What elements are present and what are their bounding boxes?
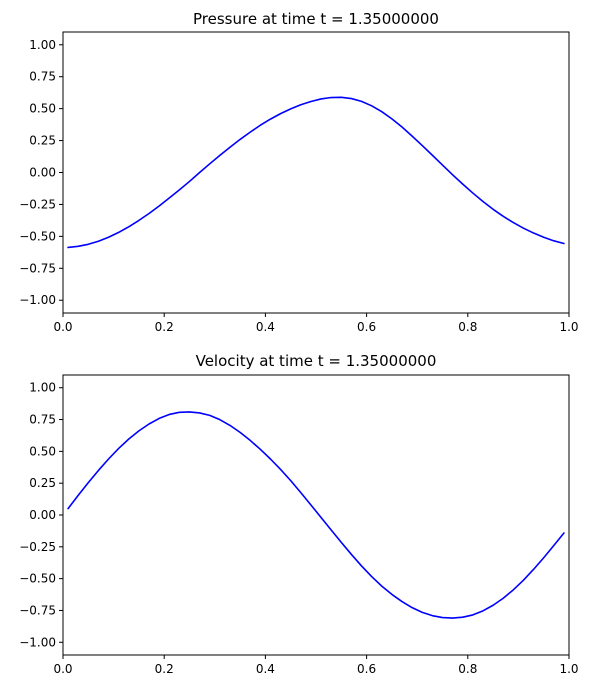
- velocity-y-tick-label: 0.50: [29, 444, 56, 458]
- pressure-x-tick-label: 0.0: [53, 320, 72, 334]
- velocity-y-tick-label: −0.75: [19, 603, 56, 617]
- pressure-y-tick-label: 0.50: [29, 102, 56, 116]
- pressure-x-tick-label: 0.4: [256, 320, 275, 334]
- velocity-y-tick-label: 0.25: [29, 476, 56, 490]
- pressure-chart-panel: Pressure at time t = 1.35000000 0.0 0.2 0.…: [19, 10, 578, 334]
- velocity-x-tick-label: 0.0: [53, 662, 72, 676]
- pressure-y-tick-label: −0.25: [19, 197, 56, 211]
- pressure-x-tick-label: 1.0: [559, 320, 578, 334]
- pressure-chart-axes-ticks: 0.0 0.2 0.4 0.6 0.8 1.0 −1.00 −0.75 −0.50 −0.25 0.…: [19, 38, 578, 334]
- pressure-chart-frame: [62, 31, 570, 314]
- velocity-chart-axes-ticks: 0.0 0.2 0.4 0.6 0.8 1.0 −1.00 −0.75 −0.50 −0.25 0.…: [19, 381, 578, 676]
- pressure-y-tick-label: −0.75: [19, 261, 56, 275]
- velocity-x-tick-label: 0.2: [155, 662, 174, 676]
- pressure-x-tick-label: 0.2: [155, 320, 174, 334]
- velocity-chart-panel: Velocity at time t = 1.35000000 0.0 0.2 0.…: [19, 352, 578, 676]
- velocity-y-tick-label: 1.00: [29, 381, 56, 395]
- velocity-y-tick-label: 0.75: [29, 413, 56, 427]
- velocity-y-tick-label: −0.50: [19, 572, 56, 586]
- velocity-chart-frame: [62, 374, 570, 656]
- velocity-x-tick-label: 0.4: [256, 662, 275, 676]
- velocity-y-tick-label: −1.00: [19, 635, 56, 649]
- velocity-series-line: [67, 411, 565, 619]
- pressure-series-line: [67, 96, 565, 249]
- pressure-y-tick-label: 0.00: [29, 166, 56, 180]
- velocity-x-tick-label: 1.0: [559, 662, 578, 676]
- velocity-x-tick-label: 0.6: [357, 662, 376, 676]
- pressure-y-tick-label: 1.00: [29, 38, 56, 52]
- velocity-y-tick-label: −0.25: [19, 540, 56, 554]
- pressure-x-tick-label: 0.8: [458, 320, 477, 334]
- velocity-chart-title: Velocity at time t = 1.35000000: [196, 352, 437, 370]
- velocity-y-tick-label: 0.00: [29, 508, 56, 522]
- pressure-y-tick-label: −0.50: [19, 229, 56, 243]
- pressure-y-tick-label: −1.00: [19, 293, 56, 307]
- velocity-x-tick-label: 0.8: [458, 662, 477, 676]
- pressure-y-tick-label: 0.25: [29, 134, 56, 148]
- pressure-y-tick-label: 0.75: [29, 70, 56, 84]
- pressure-x-tick-label: 0.6: [357, 320, 376, 334]
- pressure-chart-title: Pressure at time t = 1.35000000: [193, 10, 439, 28]
